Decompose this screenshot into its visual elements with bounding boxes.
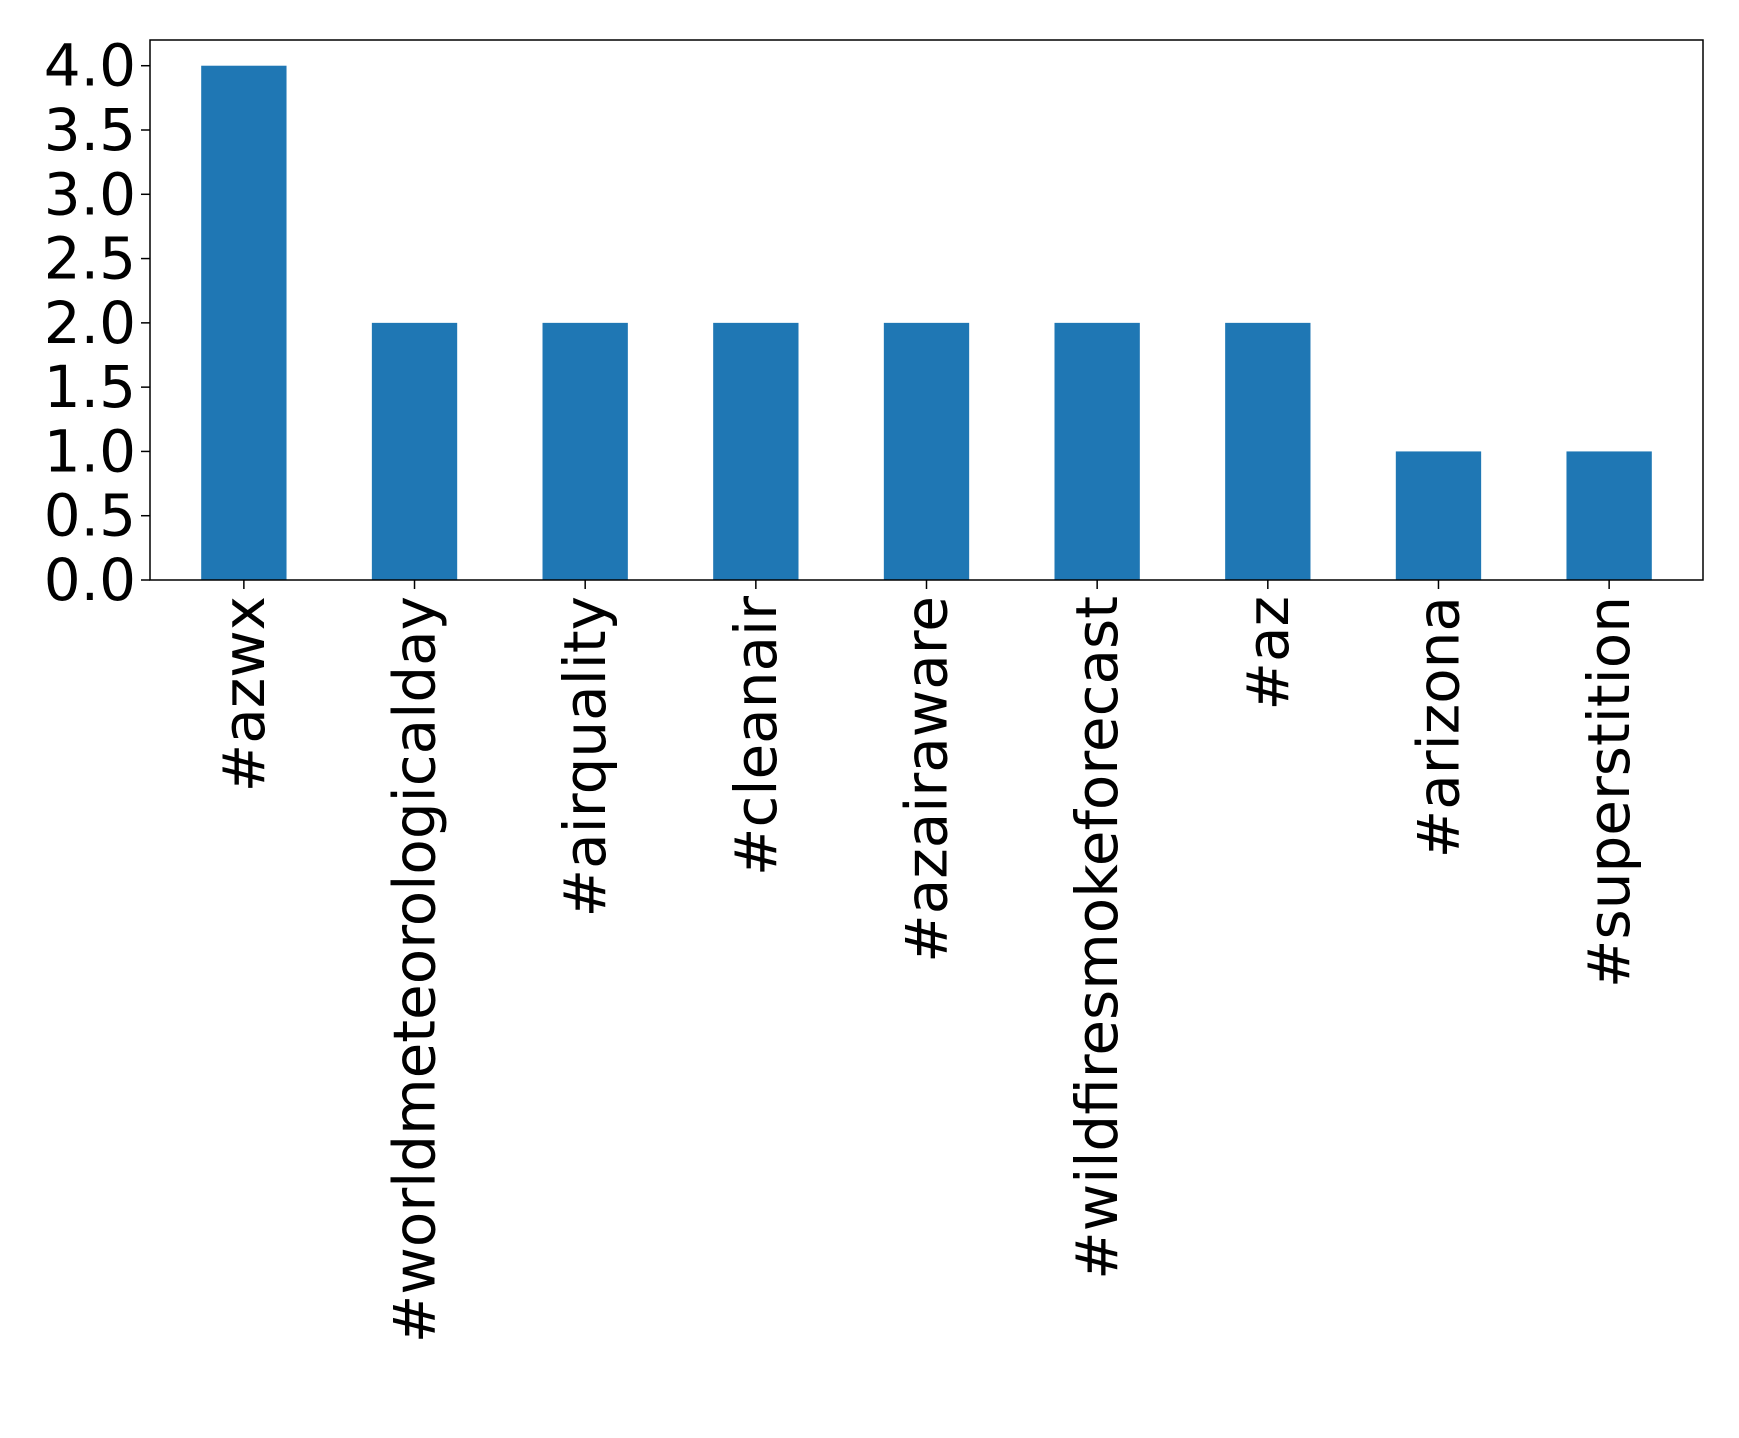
y-tick-label-1: 0.5 — [44, 482, 136, 550]
x-tick-label-1: #worldmeteorologicalday — [381, 596, 449, 1343]
bar-8 — [1566, 451, 1652, 580]
bar-3 — [713, 322, 799, 580]
x-tick-label-3: #cleanair — [722, 596, 790, 876]
bar-6 — [1225, 322, 1311, 580]
y-tick-label-3: 1.5 — [44, 353, 136, 421]
x-tick-label-8: #superstition — [1575, 596, 1643, 988]
y-tick-label-2: 1.0 — [44, 417, 136, 485]
x-tick-label-4: #azairaware — [893, 596, 961, 963]
bar-1 — [371, 322, 458, 580]
bar-2 — [542, 322, 628, 580]
x-tick-label-6: #az — [1234, 596, 1302, 711]
y-tick-label-7: 3.5 — [44, 96, 136, 164]
bar-7 — [1395, 451, 1482, 580]
y-tick-label-4: 2.0 — [44, 289, 136, 357]
bar-5 — [1054, 322, 1140, 580]
x-tick-label-7: #arizona — [1404, 596, 1472, 858]
y-tick-label-6: 3.0 — [44, 160, 136, 228]
y-tick-label-8: 4.0 — [44, 32, 136, 100]
y-tick-label-5: 2.5 — [44, 225, 136, 293]
bars-layer — [201, 65, 1652, 580]
x-tick-label-2: #airquality — [551, 596, 619, 918]
y-axis: 0.00.51.01.52.02.53.03.54.0 — [44, 32, 150, 614]
x-tick-label-0: #azwx — [210, 596, 278, 792]
bar-0 — [201, 65, 287, 580]
y-tick-label-0: 0.0 — [44, 546, 136, 614]
x-tick-label-5: #wildfiresmokeforecast — [1063, 596, 1131, 1280]
x-axis: #azwx #worldmeteorologicalday #airquality #… — [210, 580, 1643, 1343]
bar-4 — [883, 322, 970, 580]
